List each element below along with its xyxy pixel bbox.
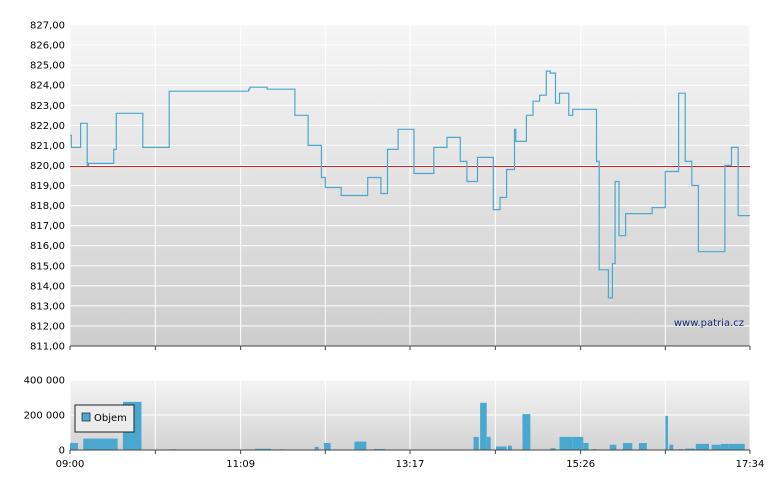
volume-bar [324,443,331,450]
price-y-tick-label: 811,00 [30,342,65,353]
price-panel: 811,00 812,00 813,00 814,00 815,00 816,00 817,… [30,21,751,353]
price-y-tick-label: 824,00 [30,81,65,92]
price-y-tick-label: 817,00 [30,221,65,232]
volume-bar [669,444,674,450]
volume-bar [83,438,118,450]
volume-bar [728,443,745,450]
volume-bar [354,441,367,450]
price-y-axis: 811,00 812,00 813,00 814,00 815,00 816,00 817,… [30,21,65,353]
volume-bar [70,443,78,450]
volume-y-tick-label: 400 000 [24,376,65,387]
price-y-tick-label: 822,00 [30,121,65,132]
price-y-tick-label: 815,00 [30,261,65,272]
volume-bar [583,443,589,450]
volume-bar [685,448,695,450]
price-y-tick-label: 820,00 [30,161,65,172]
volume-bar [480,402,487,450]
x-tick-label: 13:17 [396,459,425,470]
volume-y-tick-label: 200 000 [24,411,65,422]
volume-y-tick-label: 0 [59,446,65,457]
price-y-tick-label: 816,00 [30,241,65,252]
legend-swatch [81,412,91,422]
price-y-tick-label: 819,00 [30,181,65,192]
volume-bar [374,448,385,450]
x-tick-label: 15:26 [566,459,595,470]
price-y-tick-label: 821,00 [30,141,65,152]
price-y-tick-label: 825,00 [30,61,65,72]
price-y-tick-label: 813,00 [30,301,65,312]
volume-bar [695,443,709,450]
x-tick-label: 11:09 [226,459,255,470]
volume-bar [486,436,491,450]
volume-panel: 0 200 000 400 000 09:00 11:09 13:17 15:26 17:3… [24,376,765,471]
watermark: www.patria.cz [674,318,744,329]
volume-bar [559,436,573,450]
legend-label: Objem [94,413,127,424]
price-series-line [70,70,750,299]
volume-bar [550,448,556,450]
volume-bar [572,436,584,450]
volume-x-ticks: 09:00 11:09 13:17 15:26 17:34 [56,450,765,470]
volume-bar [495,446,507,450]
volume-bar [622,443,633,450]
volume-y-axis: 0 200 000 400 000 [24,376,65,457]
volume-bar [507,445,512,450]
volume-bar [609,444,617,450]
volume-bar [665,415,668,450]
price-y-tick-label: 827,00 [30,21,65,32]
volume-bar [711,444,721,450]
legend-box [74,404,135,433]
volume-bar [720,443,729,450]
price-grid [69,24,751,347]
price-y-tick-label: 818,00 [30,201,65,212]
x-tick-label: 17:34 [736,459,765,470]
volume-bar [314,446,319,450]
price-y-tick-label: 814,00 [30,281,65,292]
price-y-tick-label: 812,00 [30,321,65,332]
volume-bar [522,414,531,450]
volume-bar [255,448,272,450]
volume-legend: Objem [74,404,135,433]
price-y-tick-label: 823,00 [30,101,65,112]
volume-bar [473,436,479,450]
price-x-ticks [69,346,751,350]
price-y-tick-label: 826,00 [30,41,65,52]
volume-bar [638,443,647,450]
x-tick-label: 09:00 [56,459,85,470]
